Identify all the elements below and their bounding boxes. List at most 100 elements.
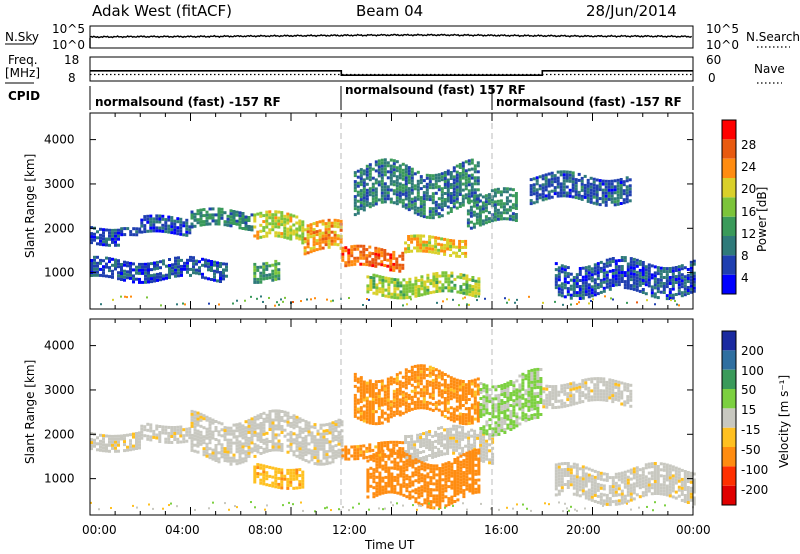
heatmap-cell	[256, 438, 260, 442]
heatmap-cell	[207, 262, 210, 266]
heatmap-cell	[123, 227, 127, 231]
heatmap-cell	[497, 393, 501, 397]
heatmap-cell	[132, 447, 135, 451]
heatmap-cell	[168, 258, 171, 261]
heatmap-cell	[386, 441, 390, 444]
heatmap-cell	[584, 287, 588, 291]
heatmap-cell	[590, 267, 594, 271]
heatmap-cell	[419, 199, 423, 203]
heatmap-cell	[414, 500, 418, 504]
heatmap-cell	[614, 280, 618, 284]
heatmap-cell	[527, 384, 531, 388]
heatmap-cell	[298, 441, 302, 445]
heatmap-cell	[599, 398, 603, 402]
heatmap-cell	[447, 500, 451, 504]
heatmap-cell	[533, 407, 537, 411]
heatmap-cell	[440, 377, 444, 381]
heatmap-cell	[401, 441, 405, 445]
heatmap-cell	[386, 383, 390, 387]
heatmap-cell	[199, 211, 203, 215]
heatmap-cell	[262, 268, 266, 272]
heatmap-cell	[265, 219, 269, 223]
heatmap-cell	[468, 453, 472, 457]
heatmap-cell	[458, 202, 462, 205]
heatmap-cell	[396, 281, 400, 285]
heatmap-cell	[554, 400, 558, 403]
heatmap-cell	[607, 182, 611, 186]
heatmap-cell	[416, 451, 420, 455]
heatmap-cell	[625, 179, 629, 183]
heatmap-cell	[692, 274, 696, 278]
heatmap-cell	[404, 164, 408, 168]
heatmap-cell	[276, 301, 278, 304]
heatmap-cell	[180, 267, 183, 271]
heatmap-cell	[386, 170, 390, 174]
heatmap-cell	[259, 265, 263, 269]
heatmap-cell	[292, 471, 296, 475]
heatmap-cell	[458, 388, 462, 392]
heatmap-cell	[496, 187, 500, 191]
heatmap-cell	[629, 284, 633, 288]
heatmap-cell	[182, 221, 186, 225]
heatmap-cell	[616, 190, 620, 194]
heatmap-cell	[455, 251, 459, 255]
heatmap-cell	[395, 388, 399, 392]
heatmap-cell	[447, 283, 451, 287]
heatmap-cell	[353, 174, 357, 178]
heatmap-cell	[470, 185, 474, 189]
heatmap-cell	[366, 480, 370, 484]
heatmap-cell	[608, 387, 612, 391]
power-cbar-tick-16: 16	[741, 205, 756, 219]
heatmap-cell	[566, 383, 570, 387]
heatmap-cell	[217, 210, 221, 214]
heatmap-cell	[587, 389, 591, 393]
heatmap-cell	[461, 240, 465, 243]
heatmap-cell	[587, 292, 591, 296]
heatmap-cell	[398, 200, 402, 204]
heatmap-cell	[583, 189, 587, 193]
heatmap-cell	[452, 251, 456, 255]
heatmap-cell	[562, 179, 566, 183]
heatmap-cell	[223, 220, 227, 224]
heatmap-cell	[503, 386, 507, 389]
heatmap-cell	[647, 281, 651, 285]
heatmap-cell	[295, 439, 299, 443]
heatmap-cell	[450, 280, 454, 284]
heatmap-cell	[380, 197, 384, 201]
heatmap-cell	[428, 383, 432, 387]
heatmap-cell	[407, 238, 411, 241]
heatmap-cell	[569, 293, 573, 297]
heatmap-cell	[316, 432, 320, 436]
heatmap-cell	[265, 225, 269, 229]
heatmap-cell	[411, 459, 415, 463]
heatmap-cell	[164, 224, 168, 228]
heatmap-cell	[268, 416, 272, 419]
heatmap-cell	[152, 220, 156, 224]
heatmap-cell	[387, 280, 391, 284]
heatmap-cell	[426, 502, 430, 506]
heatmap-cell	[677, 280, 681, 284]
heatmap-cell	[186, 261, 189, 265]
heatmap-cell	[371, 392, 375, 395]
heatmap-cell	[431, 207, 435, 211]
heatmap-cell	[683, 278, 687, 282]
heatmap-cell	[256, 450, 260, 454]
heatmap-cell	[410, 188, 414, 192]
heatmap-cell	[307, 427, 311, 431]
heatmap-cell	[465, 472, 469, 476]
heatmap-cell	[313, 450, 317, 454]
heatmap-cell	[638, 280, 642, 284]
heatmap-cell	[475, 218, 479, 222]
heatmap-cell	[545, 396, 549, 400]
heatmap-cell	[274, 467, 278, 471]
heatmap-cell	[378, 477, 382, 481]
heatmap-cell	[425, 437, 429, 441]
heatmap-cell	[428, 174, 432, 178]
heatmap-cell	[135, 277, 138, 281]
heatmap-cell	[431, 396, 435, 400]
heatmap-cell	[401, 384, 405, 388]
heatmap-cell	[416, 212, 420, 216]
heatmap-cell	[259, 416, 263, 419]
heatmap-cell	[108, 275, 111, 279]
heatmap-cell	[413, 370, 417, 374]
